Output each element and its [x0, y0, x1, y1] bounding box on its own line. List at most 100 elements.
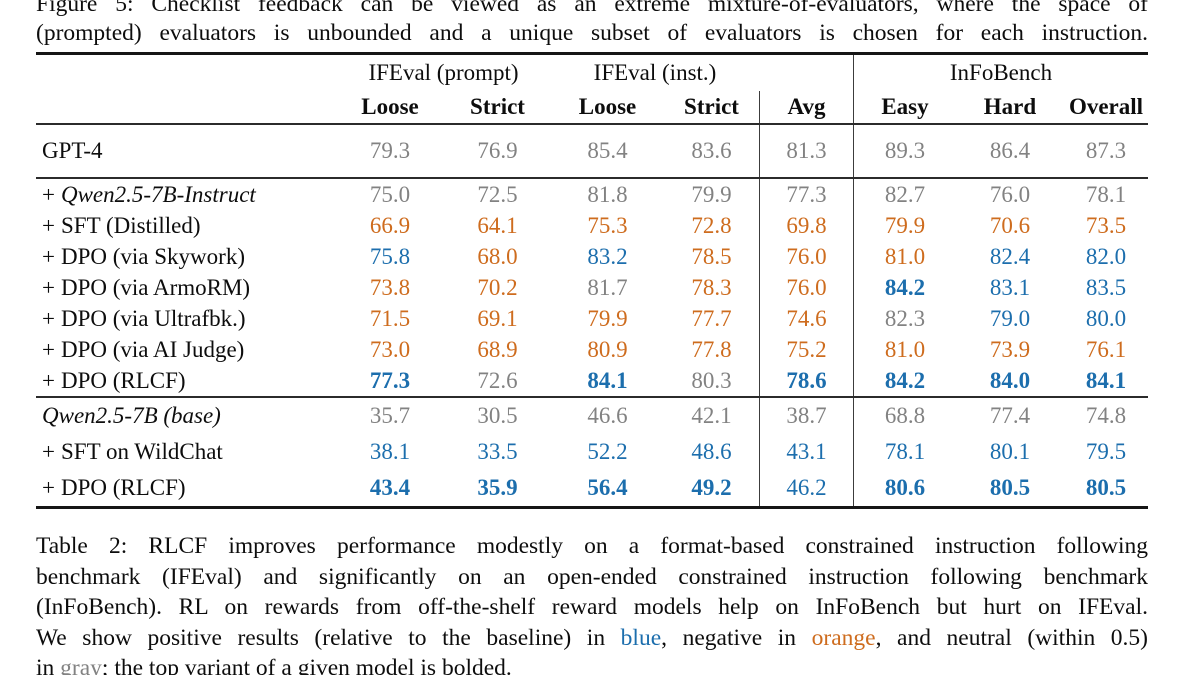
caption-text: (InFoBench). RL on rewards from off-the-… [36, 594, 1148, 620]
metric-cell: 49.2 [691, 475, 732, 500]
metric-cell: 38.1 [369, 439, 411, 464]
metric-cell: 73.9 [989, 336, 1031, 362]
metric-cell: 78.1 [884, 439, 926, 464]
table-rule [36, 396, 1148, 398]
column-header: Hard [983, 94, 1037, 119]
caption-line: (InFoBench). RL on rewards from off-the-… [36, 592, 1148, 623]
plus-sign: + [42, 212, 55, 238]
metric-cell: 70.2 [477, 274, 518, 300]
metric-cell: 82.7 [884, 181, 926, 207]
plus-sign: + [42, 336, 55, 362]
table-row: IFEval (prompt) IFEval (inst.) InFoBench [36, 55, 1148, 91]
table-caption: Table 2: RLCF improves performance modes… [36, 531, 1148, 675]
table-row: Qwen2.5-7B (base) 35.7 30.5 46.6 42.1 38.7 68.… [36, 398, 1148, 434]
metric-cell: 33.5 [477, 439, 518, 464]
table-row: + DPO (RLCF) 77.3 72.6 84.1 80.3 78.6 84.2 84.0 8… [36, 365, 1148, 396]
metric-cell: 76.0 [759, 241, 854, 272]
metric-cell: 69.8 [759, 210, 854, 241]
metric-cell: 68.0 [477, 243, 518, 269]
row-label: + SFT on WildChat [36, 434, 336, 470]
model-name: DPO (via AI Judge) [60, 336, 245, 362]
plus-sign: + [42, 367, 55, 393]
row-label: + DPO (via ArmoRM) [36, 272, 336, 303]
table-rule [36, 123, 1148, 125]
metric-cell: 84.0 [989, 367, 1031, 393]
caption-text: , negative in [661, 624, 812, 651]
table-row: + DPO (via Ultrafbk.) 71.5 69.1 79.9 77.7 74.6… [36, 303, 1148, 334]
plus-sign: + [42, 181, 55, 207]
metric-cell: 77.4 [989, 403, 1031, 428]
metric-cell: 84.2 [884, 274, 926, 300]
group-header: InFoBench [949, 60, 1053, 85]
metric-cell: 82.3 [884, 305, 926, 331]
metric-cell: 84.1 [1085, 367, 1127, 393]
metric-cell: 82.4 [989, 243, 1031, 269]
metric-cell: 81.3 [759, 125, 854, 177]
metric-cell: 74.8 [1085, 403, 1127, 428]
metric-cell: 80.6 [884, 475, 926, 500]
metric-cell: 46.6 [587, 403, 628, 428]
model-name: SFT on WildChat [60, 439, 223, 464]
metric-cell: 80.5 [1085, 475, 1127, 500]
table-rule [36, 506, 1148, 509]
column-header: Loose [361, 94, 419, 119]
metric-cell: 78.3 [691, 274, 732, 300]
metric-cell: 46.2 [759, 470, 854, 506]
caption-text: in [36, 655, 61, 675]
column-header: Overall [1068, 94, 1144, 119]
metric-cell: 78.1 [1085, 181, 1127, 207]
metric-cell: 80.9 [587, 336, 628, 362]
table-rule [36, 177, 1148, 179]
metric-cell: 38.7 [759, 398, 854, 434]
metric-cell: 73.0 [369, 336, 411, 362]
metric-cell: 71.5 [369, 305, 411, 331]
corner-cell [36, 91, 336, 123]
caption-text: Table 2: RLCF improves performance modes… [36, 533, 1148, 559]
metric-cell: 64.1 [477, 212, 518, 238]
color-legend-word: orange [811, 624, 876, 651]
table-row: + Qwen2.5-7B-Instruct 75.0 72.5 81.8 79.9 77.3… [36, 179, 1148, 210]
metric-cell: 76.1 [1085, 336, 1127, 362]
plus-sign: + [42, 305, 55, 331]
caption-line: Table 2: RLCF improves performance modes… [36, 531, 1148, 562]
metric-cell: 79.0 [989, 305, 1031, 331]
metric-cell: 80.3 [691, 367, 732, 393]
caption-text: ; the top variant of a given model is bo… [101, 655, 512, 675]
metric-cell: 66.9 [369, 212, 411, 238]
metric-cell: 35.9 [477, 475, 518, 500]
metric-cell: 43.4 [369, 475, 411, 500]
metric-cell: 81.0 [884, 243, 926, 269]
table-row: + DPO (RLCF) 43.4 35.9 56.4 49.2 46.2 80.6 80.5 8… [36, 470, 1148, 506]
row-label: + SFT (Distilled) [36, 210, 336, 241]
column-header: Strict [470, 94, 525, 119]
metric-cell: 80.1 [989, 439, 1031, 464]
metric-cell: 72.6 [477, 367, 518, 393]
caption-text: benchmark (IFEval) and significantly on … [36, 563, 1148, 590]
metric-cell: 81.8 [587, 181, 628, 207]
row-label: GPT-4 [36, 125, 336, 177]
metric-cell: 43.1 [759, 434, 854, 470]
metric-cell: 35.7 [369, 403, 411, 428]
model-name: DPO (via ArmoRM) [60, 274, 251, 300]
caption-text: , and neutral (within 0.5) [875, 624, 1148, 651]
metric-cell: 78.5 [691, 243, 732, 269]
row-label: Qwen2.5-7B (base) [36, 398, 336, 434]
metric-cell: 83.6 [691, 138, 732, 163]
corner-cell [36, 55, 336, 91]
figure-caption-line: (prompted) evaluators is unbounded and a… [36, 20, 1148, 46]
metric-cell: 77.3 [369, 367, 411, 393]
metric-cell: 70.6 [989, 212, 1031, 238]
metric-cell: 73.5 [1085, 212, 1127, 238]
metric-cell: 79.3 [369, 138, 411, 163]
metric-cell: 85.4 [587, 138, 628, 163]
metric-cell: 83.2 [587, 243, 628, 269]
model-name: DPO (via Skywork) [60, 243, 245, 269]
figure-caption: Figure 5: Checklist feedback can be view… [36, 0, 1148, 48]
metric-cell: 75.0 [369, 181, 411, 207]
metric-cell: 56.4 [587, 475, 628, 500]
column-header: Avg [759, 91, 854, 123]
metric-cell: 77.3 [759, 179, 854, 210]
metric-cell: 79.9 [587, 305, 628, 331]
color-legend-word: blue [620, 624, 662, 651]
table-rule [36, 52, 1148, 55]
